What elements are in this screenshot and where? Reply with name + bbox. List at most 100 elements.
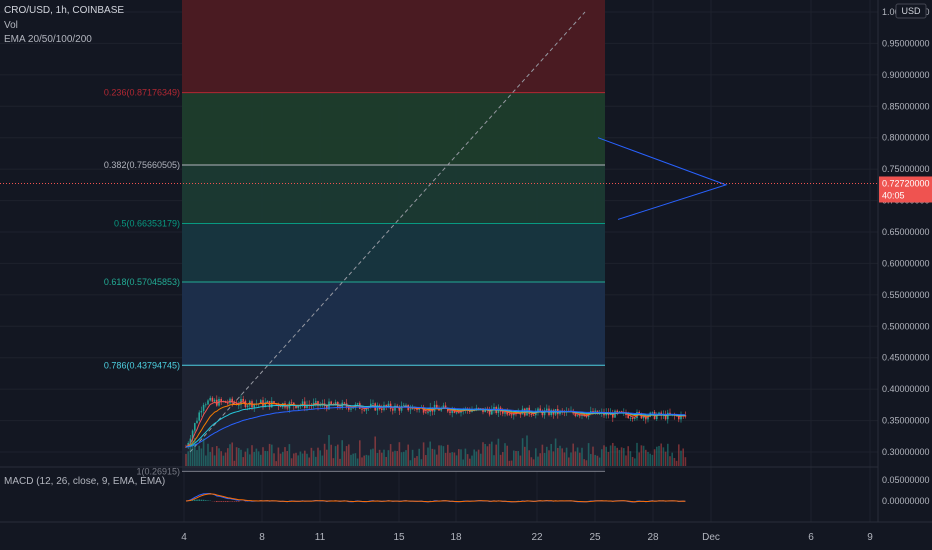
- volume-bar: [255, 448, 258, 466]
- volume-bar: [264, 450, 266, 466]
- volume-bar: [519, 455, 522, 466]
- volume-bar: [469, 458, 471, 466]
- candle-body: [330, 401, 332, 405]
- candle-body: [372, 403, 374, 405]
- volume-bar: [526, 435, 528, 466]
- candle-body: [455, 412, 458, 414]
- volume-bar: [251, 445, 253, 466]
- candle-body: [400, 405, 403, 411]
- macd-bar: [218, 501, 220, 502]
- volume-bar: [495, 444, 497, 466]
- candle-body: [343, 402, 346, 404]
- volume-bar: [191, 442, 194, 466]
- macd-bar: [196, 499, 198, 501]
- candle-body: [537, 408, 539, 412]
- candle-body: [198, 412, 200, 421]
- ema200-line: [185, 406, 686, 448]
- volume-bar: [574, 451, 577, 466]
- macd-bar: [220, 501, 222, 502]
- fib-label: 0.786(0.43794745): [104, 360, 180, 370]
- volume-bar: [642, 445, 645, 466]
- candle-body: [200, 410, 203, 413]
- candle-body: [271, 401, 273, 408]
- volume-bar: [497, 438, 500, 466]
- fib-zone: [182, 164, 605, 224]
- candle-body: [411, 407, 414, 410]
- price-tick-label: 0.40000000: [882, 384, 930, 394]
- volume-bar: [530, 457, 533, 466]
- candle-body: [616, 410, 618, 413]
- volume-bar: [607, 452, 610, 466]
- volume-bar: [438, 445, 440, 466]
- macd-bar: [222, 501, 225, 502]
- volume-bar: [592, 446, 594, 466]
- volume-bar: [590, 454, 592, 466]
- volume-bar: [288, 444, 291, 466]
- volume-bar: [372, 448, 374, 466]
- volume-bar: [673, 457, 676, 466]
- volume-bar: [618, 449, 621, 466]
- volume-bar: [557, 447, 559, 466]
- candle-body: [488, 410, 491, 415]
- volume-bar: [194, 437, 196, 466]
- volume-bar: [598, 457, 601, 466]
- candle-body: [363, 409, 365, 411]
- volume-bar: [202, 438, 205, 466]
- candle-body: [392, 408, 394, 411]
- candle-body: [396, 405, 398, 407]
- ema-legend[interactable]: EMA 20/50/100/200: [4, 34, 92, 45]
- volume-bar: [224, 452, 227, 466]
- candle-body: [530, 414, 533, 415]
- volume-bar: [620, 447, 623, 466]
- volume-bar: [308, 457, 310, 466]
- volume-bar: [440, 445, 442, 466]
- candle-body: [273, 401, 275, 404]
- macd-legend[interactable]: MACD (12, 26, close, 9, EMA, EMA): [4, 476, 166, 487]
- volume-bar: [583, 459, 585, 466]
- symbol-title[interactable]: CRO/USD, 1h, COINBASE: [4, 5, 125, 16]
- volume-bar: [596, 455, 599, 466]
- volume-bar: [460, 449, 462, 466]
- candle-body: [627, 415, 629, 419]
- candle-body: [634, 418, 636, 419]
- volume-bar: [508, 460, 511, 466]
- candle-body: [246, 405, 249, 407]
- candle-body: [220, 398, 222, 402]
- volume-bar: [616, 447, 618, 466]
- volume-bar: [684, 457, 687, 466]
- currency-label: USD: [901, 6, 921, 16]
- signal-line: [185, 493, 686, 503]
- price-tick-label: 0.80000000: [882, 133, 930, 143]
- time-tick-label: 6: [808, 532, 814, 543]
- macd-bar: [207, 500, 209, 501]
- volume-bar: [493, 455, 495, 466]
- volume-bar: [222, 455, 225, 466]
- volume-bar: [664, 451, 667, 466]
- volume-bar: [484, 443, 486, 466]
- volume-bar: [405, 450, 407, 466]
- volume-bar: [383, 449, 385, 466]
- candle-body: [394, 405, 396, 411]
- candle-body: [618, 411, 621, 413]
- price-tick-label: 0.45000000: [882, 353, 930, 363]
- candle-body: [185, 446, 187, 448]
- fib-label: 0.236(0.87176349): [104, 88, 180, 98]
- volume-bar: [312, 450, 315, 466]
- volume-bar: [354, 453, 357, 466]
- candle-body: [409, 409, 412, 411]
- candle-body: [205, 404, 207, 406]
- volume-bar: [515, 450, 517, 466]
- volume-legend[interactable]: Vol: [4, 20, 18, 31]
- volume-bar: [585, 460, 588, 466]
- volume-bar: [233, 460, 236, 466]
- candle-body: [326, 405, 328, 410]
- volume-bar: [196, 450, 198, 466]
- macd-bar: [227, 501, 229, 502]
- volume-bar: [594, 454, 596, 466]
- volume-bar: [213, 455, 216, 466]
- volume-bar: [636, 442, 638, 466]
- volume-bar: [656, 446, 658, 466]
- macd-bar: [198, 499, 200, 501]
- volume-bar: [392, 451, 394, 466]
